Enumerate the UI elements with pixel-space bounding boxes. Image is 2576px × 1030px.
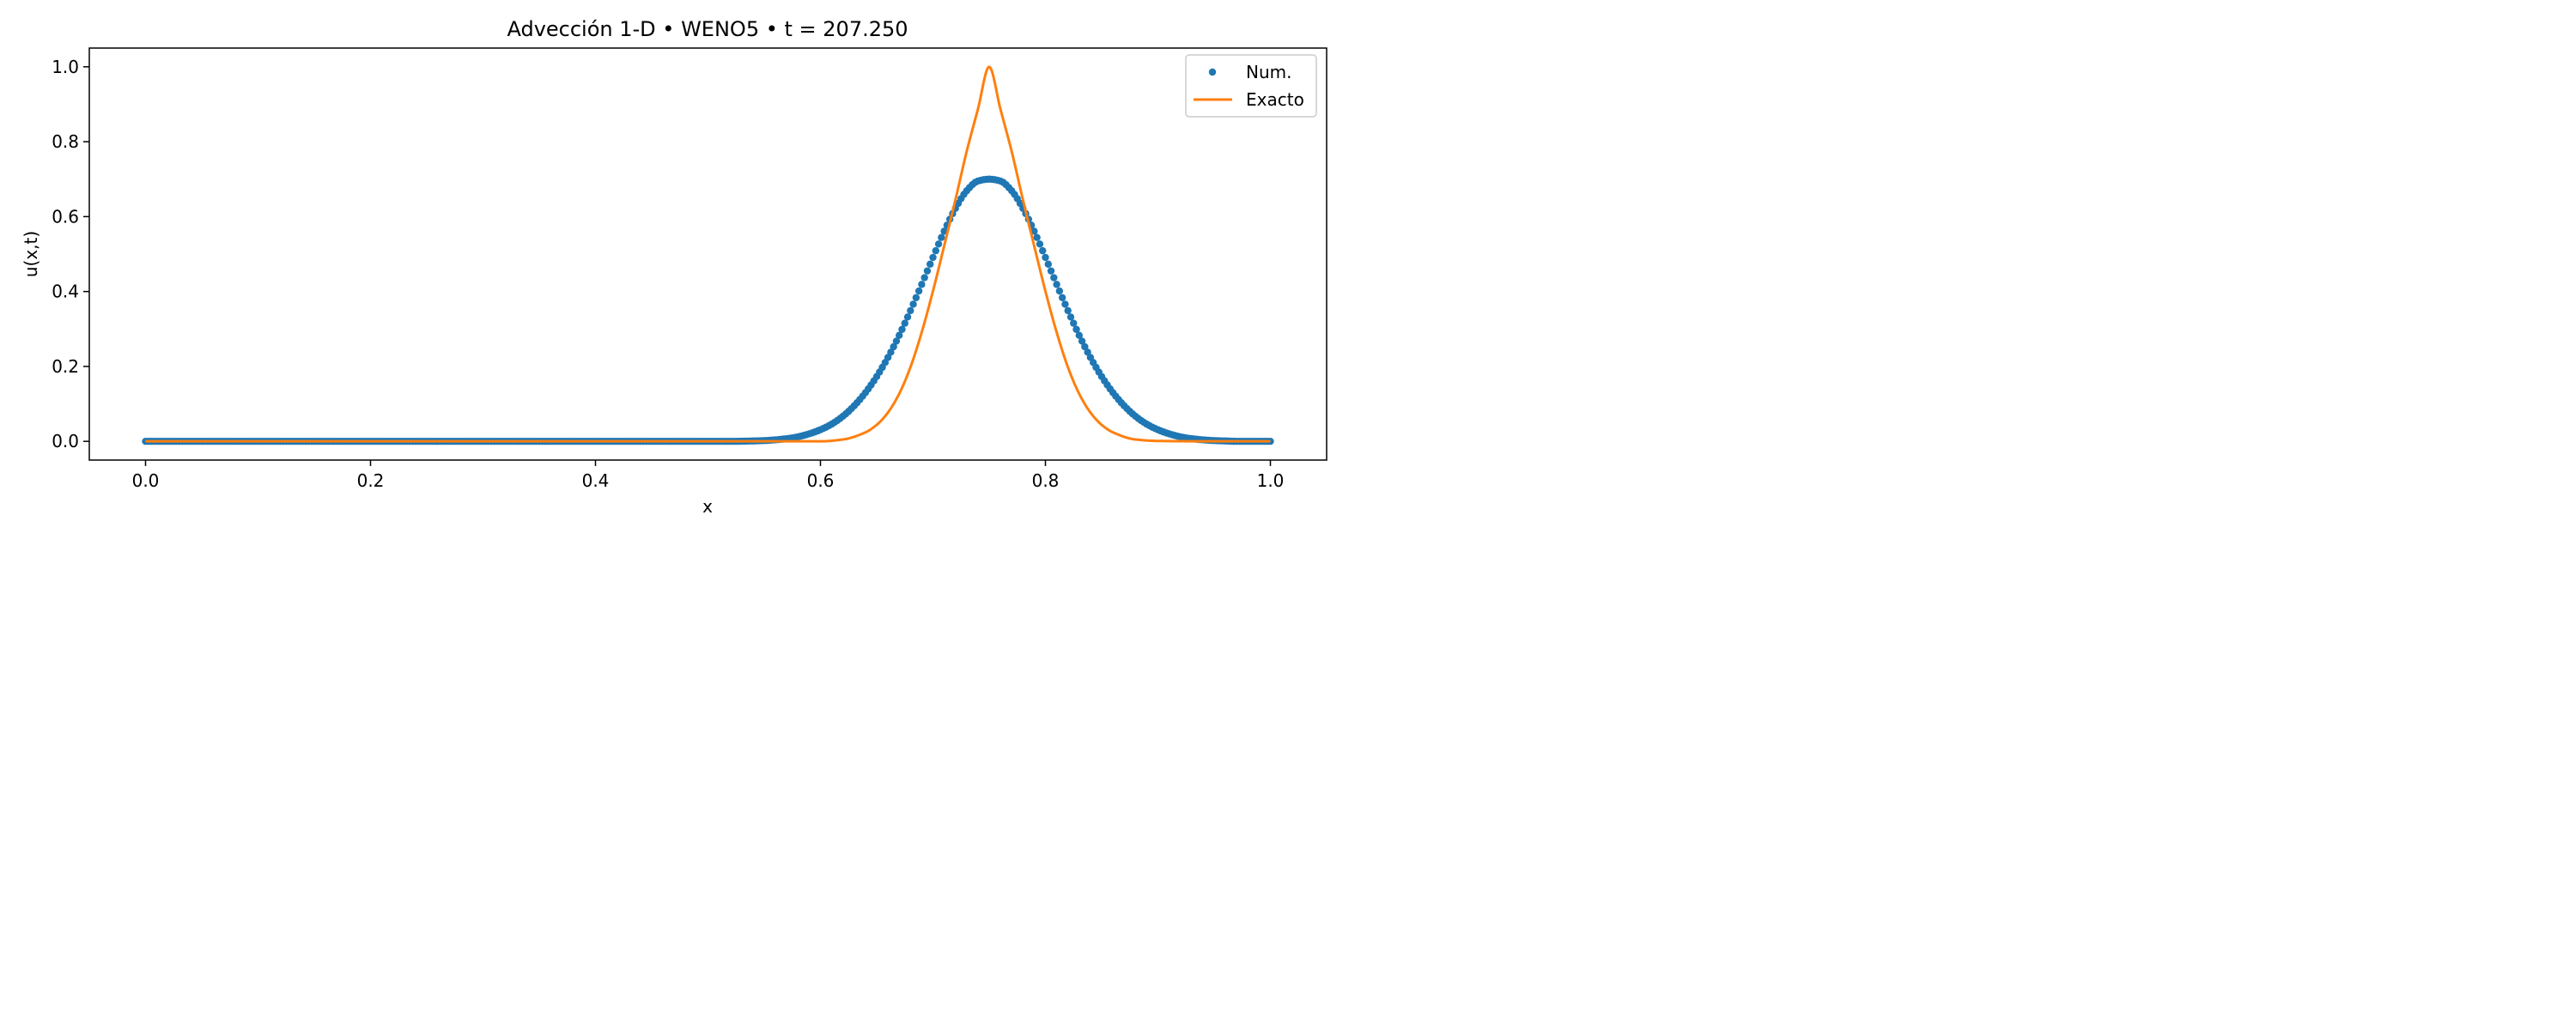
x-tick-label: 0.0 bbox=[132, 470, 160, 491]
x-tick-label: 0.2 bbox=[357, 470, 385, 491]
axes-frame bbox=[88, 47, 1327, 461]
num-point bbox=[887, 348, 895, 356]
num-point bbox=[938, 233, 945, 241]
num-point bbox=[932, 246, 939, 255]
x-tick-label: 1.0 bbox=[1257, 470, 1285, 491]
num-point bbox=[1042, 253, 1049, 262]
num-point bbox=[892, 337, 901, 345]
num-point bbox=[914, 287, 923, 295]
num-point bbox=[1061, 300, 1069, 308]
num-point bbox=[898, 325, 906, 333]
x-tick-label: 0.8 bbox=[1032, 470, 1060, 491]
num-point bbox=[920, 274, 928, 282]
num-point bbox=[1072, 325, 1080, 333]
x-axis-label: x bbox=[702, 496, 713, 517]
x-axis: 0.0 0.2 0.4 0.6 0.8 1.0 bbox=[132, 460, 1285, 491]
num-point bbox=[923, 267, 932, 275]
num-point bbox=[912, 294, 920, 301]
legend-marker-num bbox=[1208, 68, 1217, 76]
num-point bbox=[909, 300, 917, 308]
num-point bbox=[903, 313, 912, 321]
chart-title: Advección 1-D • WENO5 • t = 207.250 bbox=[507, 17, 908, 41]
num-point bbox=[1058, 294, 1066, 301]
y-tick-label: 0.4 bbox=[52, 282, 79, 302]
num-point bbox=[1053, 281, 1060, 288]
num-point bbox=[1055, 287, 1064, 295]
num-point bbox=[890, 342, 897, 351]
y-tick-label: 1.0 bbox=[52, 57, 79, 77]
y-tick-label: 0.8 bbox=[52, 131, 79, 152]
y-tick-label: 0.6 bbox=[52, 206, 79, 227]
y-tick-label: 0.2 bbox=[52, 356, 79, 377]
x-tick-label: 0.6 bbox=[807, 470, 835, 491]
num-point bbox=[1066, 313, 1075, 321]
num-point bbox=[1036, 240, 1044, 248]
num-point bbox=[907, 306, 914, 315]
num-point bbox=[940, 227, 948, 235]
num-point bbox=[1044, 260, 1052, 268]
num-point bbox=[1064, 306, 1072, 315]
num-point bbox=[1070, 319, 1078, 327]
num-point bbox=[1050, 274, 1058, 282]
y-axis: 0.0 0.2 0.4 0.6 0.8 1.0 bbox=[52, 57, 89, 451]
num-point bbox=[1081, 342, 1089, 351]
plot-area bbox=[142, 65, 1274, 445]
num-point bbox=[918, 281, 926, 288]
num-point bbox=[1047, 267, 1055, 275]
legend-label-num: Num. bbox=[1246, 62, 1291, 82]
num-point bbox=[1030, 227, 1038, 235]
num-point bbox=[1075, 331, 1084, 339]
num-point bbox=[901, 319, 908, 327]
y-tick-label: 0.0 bbox=[52, 431, 79, 451]
chart: Advección 1-D • WENO5 • t = 207.250 0.0 0… bbox=[21, 17, 1327, 517]
legend-label-exacto: Exacto bbox=[1246, 89, 1304, 110]
exacto-line bbox=[145, 65, 1271, 443]
num-point bbox=[1078, 337, 1086, 345]
num-point bbox=[934, 240, 943, 248]
num-point bbox=[929, 253, 937, 262]
num-point bbox=[1039, 246, 1047, 255]
num-point bbox=[896, 331, 903, 339]
y-axis-label: u(x,t) bbox=[21, 231, 41, 277]
num-point bbox=[927, 260, 934, 268]
legend: Num. Exacto bbox=[1185, 54, 1317, 118]
legend-frame bbox=[1185, 54, 1317, 118]
num-point bbox=[1033, 233, 1041, 241]
x-tick-label: 0.4 bbox=[582, 470, 610, 491]
